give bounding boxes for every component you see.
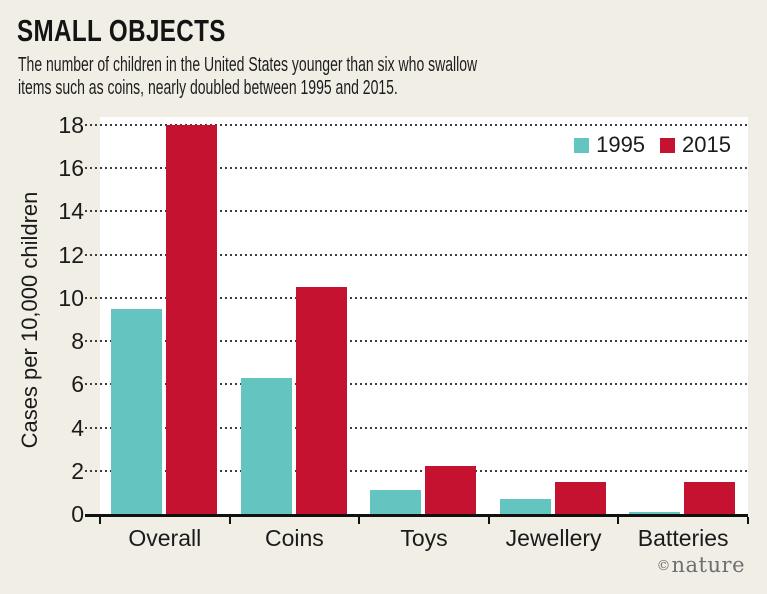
- legend-item-1995: 1995: [574, 134, 645, 156]
- y-tick-label-12: 12: [58, 241, 84, 268]
- legend-label-1995: 1995: [596, 132, 646, 157]
- bar-overall-2015: [166, 125, 217, 514]
- bar-coins-1995: [240, 377, 292, 514]
- x-category-label-coins: Coins: [264, 525, 324, 551]
- legend: 1995 2015: [574, 134, 731, 156]
- gridline-14: [85, 210, 748, 213]
- bar-jewellery-1995: [499, 498, 551, 514]
- x-axis-line: [85, 514, 748, 517]
- gridline-16: [85, 167, 748, 170]
- nature-credit-name: nature: [671, 553, 745, 577]
- y-tick-label-2: 2: [71, 457, 84, 484]
- x-category-label-batteries: Batteries: [637, 525, 729, 551]
- x-axis-tick: [487, 517, 490, 524]
- legend-swatch-1995: [574, 137, 590, 153]
- bar-toys-2015: [425, 466, 477, 514]
- x-axis-tick: [99, 517, 101, 524]
- y-tick-label-6: 6: [71, 371, 84, 398]
- y-tick-label-4: 4: [71, 414, 84, 441]
- x-category-label-toys: Toys: [400, 525, 448, 551]
- legend-item-2015: 2015: [660, 134, 731, 156]
- legend-label-2015: 2015: [682, 132, 731, 157]
- y-tick-label-8: 8: [71, 328, 84, 355]
- gridline-12: [85, 253, 748, 256]
- nature-credit: ©nature: [657, 553, 745, 577]
- x-axis-tick: [358, 517, 361, 524]
- gridline-8: [85, 340, 748, 343]
- copyright-icon: ©: [656, 558, 672, 574]
- gridline-4: [85, 426, 748, 429]
- bar-coins-2015: [295, 287, 347, 514]
- bar-overall-1995: [111, 308, 162, 514]
- legend-swatch-2015: [660, 137, 676, 153]
- bar-batteries-1995: [629, 511, 681, 514]
- chart-subtitle: The number of children in the United Sta…: [18, 54, 478, 99]
- x-axis-tick: [617, 517, 620, 524]
- x-category-label-overall: Overall: [128, 525, 202, 551]
- bar-toys-1995: [370, 490, 422, 514]
- y-axis-title: Cases per 10,000 children: [17, 191, 42, 449]
- bar-batteries-2015: [684, 481, 736, 514]
- x-axis-tick: [228, 517, 231, 524]
- gridline-10: [85, 296, 748, 299]
- x-category-label-jewellery: Jewellery: [505, 525, 602, 551]
- y-tick-label-0: 0: [71, 501, 84, 527]
- gridline-6: [85, 383, 748, 386]
- y-tick-label-10: 10: [58, 284, 84, 311]
- chart-title: SMALL OBJECTS: [17, 13, 226, 48]
- bar-jewellery-2015: [554, 481, 606, 514]
- gridline-2: [85, 469, 748, 472]
- y-tick-label-18: 18: [58, 112, 84, 138]
- y-tick-label-14: 14: [58, 198, 84, 225]
- y-tick-label-16: 16: [58, 155, 84, 182]
- x-axis-tick: [747, 517, 749, 524]
- gridline-18: [85, 124, 748, 126]
